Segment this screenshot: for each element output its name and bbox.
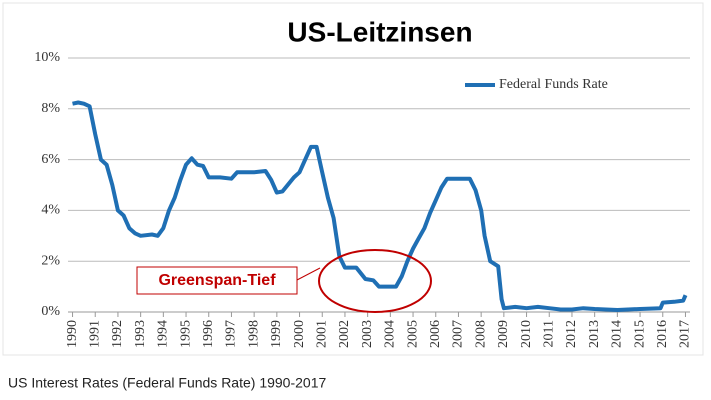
x-tick-label: 1995 xyxy=(178,320,193,348)
x-tick-label: 2001 xyxy=(314,320,329,348)
x-tick-label: 1997 xyxy=(224,320,239,348)
x-tick-label: 1994 xyxy=(156,320,171,348)
y-tick-label: 6% xyxy=(41,152,60,167)
x-tick-label: 2009 xyxy=(496,320,511,348)
x-tick-label: 2004 xyxy=(383,320,398,348)
annotation-ellipse xyxy=(318,249,432,313)
annotation-text: Greenspan-Tief xyxy=(158,272,276,289)
x-tick-label: 1993 xyxy=(133,320,148,348)
y-tick-label: 8% xyxy=(41,101,60,116)
x-tick-label: 1992 xyxy=(110,320,125,348)
x-tick-label: 1991 xyxy=(87,320,102,348)
x-tick-label: 2005 xyxy=(405,320,420,348)
x-tick-label: 2016 xyxy=(655,320,670,348)
x-tick-label: 1998 xyxy=(246,320,261,348)
annotation-box xyxy=(136,266,298,295)
x-tick-label: 2006 xyxy=(428,320,443,348)
x-tick-label: 2010 xyxy=(519,320,534,348)
x-tick-label: 2007 xyxy=(451,320,466,348)
annotation-leader xyxy=(296,267,321,281)
x-tick-label: 2013 xyxy=(587,320,602,348)
y-tick-label: 0% xyxy=(41,304,60,319)
x-tick-label: 2000 xyxy=(292,320,307,348)
x-tick-label: 2003 xyxy=(360,320,375,348)
y-tick-label: 2% xyxy=(41,253,60,268)
x-tick-label: 2017 xyxy=(678,320,693,348)
x-tick-label: 1990 xyxy=(65,320,80,348)
x-tick-label: 2012 xyxy=(564,320,579,348)
x-tick-label: 2015 xyxy=(632,320,647,348)
y-tick-label: 4% xyxy=(41,203,60,218)
chart-title: US-Leitzinsen xyxy=(287,16,472,47)
x-tick-label: 2011 xyxy=(541,320,556,347)
caption: US Interest Rates (Federal Funds Rate) 1… xyxy=(8,375,326,391)
legend-label: Federal Funds Rate xyxy=(499,77,608,92)
chart-frame xyxy=(2,2,704,356)
y-tick-label: 10% xyxy=(34,50,60,65)
x-tick-label: 1999 xyxy=(269,320,284,348)
x-tick-label: 2008 xyxy=(473,320,488,348)
x-tick-label: 2002 xyxy=(337,320,352,348)
x-tick-label: 2014 xyxy=(610,320,625,348)
x-tick-label: 1996 xyxy=(201,320,216,348)
